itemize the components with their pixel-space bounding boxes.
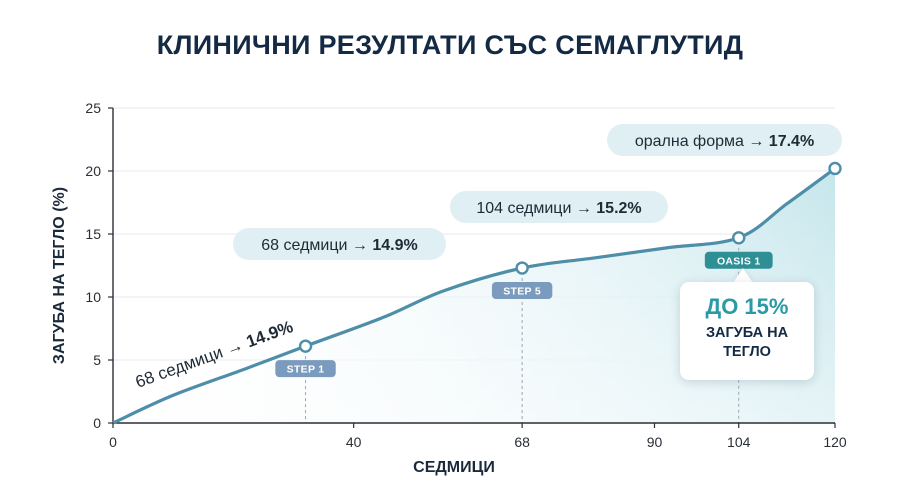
- badge-value: ДО 15%: [705, 294, 789, 319]
- marker-guides: [305, 247, 740, 423]
- y-tick-label: 0: [93, 415, 101, 431]
- study-tag-bg: [275, 360, 336, 378]
- x-tick-label: 0: [109, 434, 117, 450]
- study-tag-bg: [491, 282, 553, 300]
- badge-pointer: [733, 268, 753, 283]
- data-point: [732, 231, 746, 245]
- markers: [298, 161, 842, 353]
- callout-bg: [450, 191, 668, 223]
- callout-bg: [233, 228, 446, 260]
- data-point: [515, 261, 529, 275]
- callout-value: 14.9%: [372, 237, 417, 254]
- y-axis-title: ЗАГУБА НА ТЕГЛО (%): [51, 187, 68, 364]
- callout: орална форма → 17.4%: [607, 124, 842, 156]
- study-tag-label: STEP 5: [503, 286, 541, 298]
- study-tag-label: STEP 1: [287, 364, 325, 376]
- callout-text: орална форма → 17.4%: [635, 133, 814, 150]
- chart-title: КЛИНИЧНИ РЕЗУЛТАТИ СЪС СЕМАГЛУТИД: [156, 30, 744, 60]
- study-tag-label: OASIS 1: [717, 255, 761, 267]
- callout-value: 15.2%: [596, 200, 641, 217]
- callout: 104 седмици → 15.2%: [450, 191, 668, 223]
- x-tick-label: 120: [823, 434, 847, 450]
- x-tick-label: 68: [514, 434, 530, 450]
- study-tags: STEP 1 STEP 5 OASIS 1: [275, 251, 773, 378]
- callout-text: 104 седмици → 15.2%: [476, 200, 641, 217]
- callout-prefix: орална форма →: [635, 133, 769, 150]
- badge-caption: ЗАГУБА НА ТЕГЛО: [705, 325, 789, 360]
- x-axis-title: СЕДМИЦИ: [413, 459, 495, 476]
- x-tick-label: 40: [346, 434, 362, 450]
- y-tick-label: 20: [85, 163, 101, 179]
- callout-text: 68 седмици → 14.9%: [261, 237, 417, 254]
- y-tick-label: 5: [93, 352, 101, 368]
- callout: 68 седмици → 14.9%: [233, 228, 446, 260]
- callout-prefix: 68 седмици →: [261, 237, 372, 254]
- x-tick-label: 90: [647, 434, 663, 450]
- study-tag: STEP 5: [491, 282, 553, 300]
- area-fade: [113, 168, 835, 423]
- result-badge: ДО 15% ЗАГУБА НА ТЕГЛО: [680, 282, 814, 380]
- data-point: [298, 339, 313, 353]
- callout-prefix: 104 седмици →: [476, 200, 596, 217]
- callout-value: 17.4%: [769, 133, 814, 150]
- callout-bg: [607, 124, 842, 156]
- y-tick-label: 15: [85, 226, 101, 242]
- study-tag: STEP 1: [275, 360, 336, 378]
- callout-value: 14.9%: [244, 317, 296, 351]
- data-point: [828, 161, 842, 176]
- y-tick-label: 25: [85, 100, 101, 116]
- study-tag-bg: [704, 251, 773, 269]
- study-tag: OASIS 1: [704, 251, 773, 269]
- x-tick-label: 104: [727, 434, 751, 450]
- y-tick-label: 10: [85, 289, 101, 305]
- ticks: 0 5 10 15 20 25 0 40 68 90 104 120: [85, 100, 846, 450]
